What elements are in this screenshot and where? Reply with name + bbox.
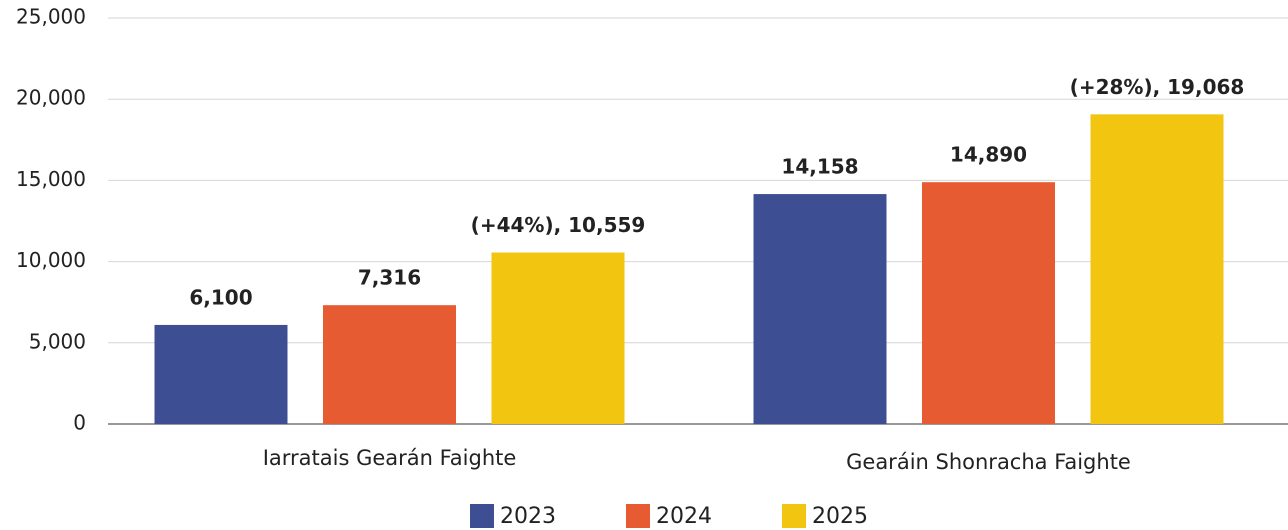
value-label: (+28%), 19,068 bbox=[1070, 75, 1245, 99]
legend-swatch bbox=[782, 504, 806, 528]
y-tick-label: 15,000 bbox=[16, 167, 86, 191]
legend-swatch bbox=[470, 504, 494, 528]
legend-label: 2024 bbox=[656, 504, 712, 529]
value-label: 14,158 bbox=[781, 155, 858, 179]
legend-label: 2023 bbox=[500, 504, 556, 529]
value-label: (+44%), 10,559 bbox=[471, 213, 646, 237]
y-tick-label: 25,000 bbox=[16, 5, 86, 29]
value-label: 14,890 bbox=[950, 143, 1027, 167]
bar bbox=[491, 252, 625, 424]
y-tick-label: 5,000 bbox=[29, 329, 86, 353]
bar bbox=[922, 182, 1055, 424]
value-label: 7,316 bbox=[358, 266, 421, 290]
y-tick-label: 20,000 bbox=[16, 86, 86, 110]
bar bbox=[323, 305, 456, 424]
x-tick-label: Iarratais Gearán Faighte bbox=[263, 446, 517, 470]
y-tick-label: 10,000 bbox=[16, 248, 86, 272]
x-tick-label: Gearáin Shonracha Faighte bbox=[846, 450, 1131, 474]
bar bbox=[1090, 114, 1224, 424]
legend-swatch bbox=[626, 504, 650, 528]
bar bbox=[154, 324, 288, 424]
y-tick-label: 0 bbox=[73, 411, 86, 435]
legend-label: 2025 bbox=[812, 504, 868, 529]
bar bbox=[753, 194, 887, 424]
value-label: 6,100 bbox=[189, 285, 252, 309]
